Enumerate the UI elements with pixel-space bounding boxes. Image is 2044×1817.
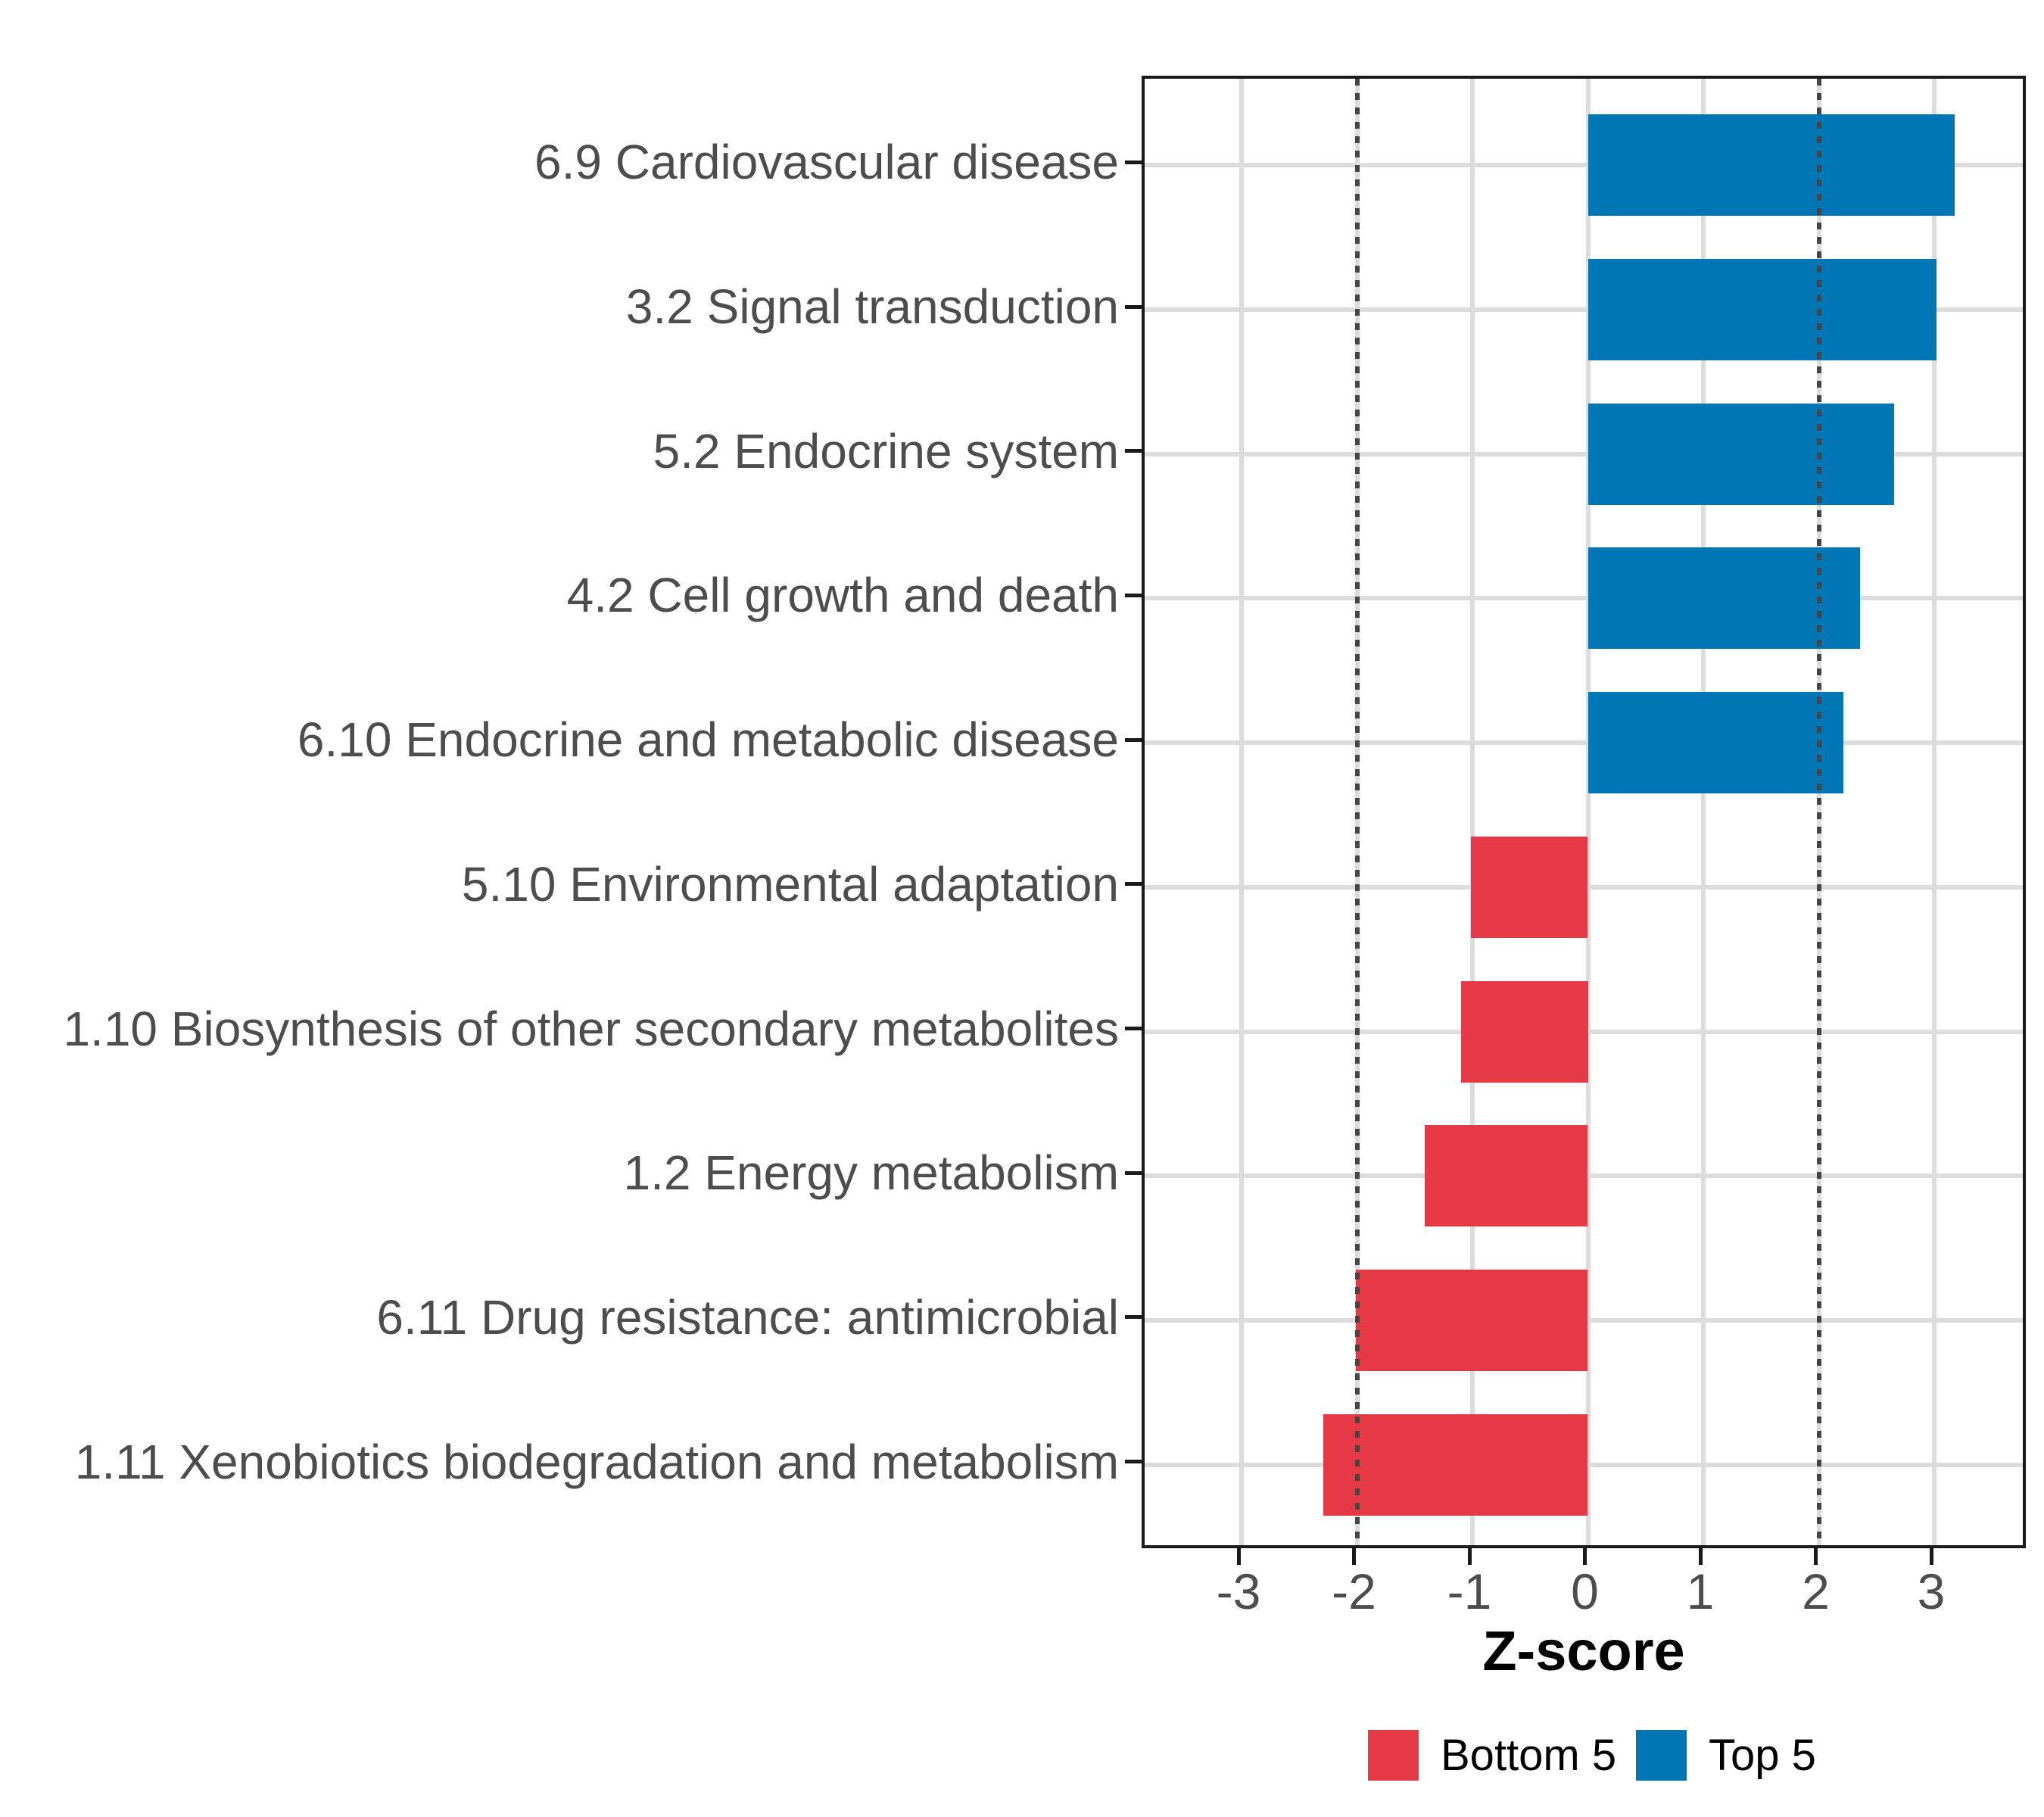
x-tick-label: 2 bbox=[1802, 1563, 1830, 1619]
x-tick-label: 0 bbox=[1571, 1563, 1599, 1619]
bar bbox=[1588, 692, 1843, 794]
y-axis-category-label: 1.2 Energy metabolism bbox=[623, 1145, 1119, 1201]
y-axis-category-label: 4.2 Cell growth and death bbox=[566, 568, 1119, 623]
legend-swatch-bottom5-icon bbox=[1368, 1730, 1419, 1781]
y-axis-category-label: 6.9 Cardiovascular disease bbox=[534, 135, 1119, 190]
y-axis-category-label: 1.10 Biosynthesis of other secondary met… bbox=[63, 1001, 1119, 1056]
y-axis-category-label: 3.2 Signal transduction bbox=[625, 279, 1119, 335]
y-tick-mark bbox=[1125, 449, 1142, 453]
x-axis-title: Z-score bbox=[1482, 1619, 1685, 1682]
y-axis-category-label: 1.11 Xenobiotics biodegradation and meta… bbox=[74, 1434, 1119, 1489]
reference-line bbox=[1354, 79, 1360, 1545]
y-gridline bbox=[1145, 596, 2023, 601]
x-tick-mark bbox=[1583, 1548, 1587, 1565]
y-gridline bbox=[1145, 307, 2023, 313]
x-gridline bbox=[1239, 79, 1244, 1545]
x-tick-mark bbox=[1236, 1548, 1241, 1565]
y-gridline bbox=[1145, 451, 2023, 457]
y-gridline bbox=[1145, 740, 2023, 746]
bar bbox=[1471, 836, 1588, 938]
legend-label-bottom5: Bottom 5 bbox=[1441, 1731, 1617, 1780]
x-tick-label: -1 bbox=[1447, 1563, 1492, 1619]
x-tick-label: -3 bbox=[1216, 1563, 1261, 1619]
x-gridline bbox=[1585, 79, 1591, 1545]
x-tick-label: -2 bbox=[1332, 1563, 1376, 1619]
y-tick-mark bbox=[1125, 1315, 1142, 1320]
y-tick-mark bbox=[1125, 882, 1142, 887]
legend-item-top5: Top 5 bbox=[1636, 1730, 1816, 1781]
x-gridline bbox=[1932, 79, 1937, 1545]
y-tick-mark bbox=[1125, 1170, 1142, 1175]
y-axis-category-label: 5.10 Environmental adaptation bbox=[461, 856, 1119, 912]
bar bbox=[1588, 403, 1894, 505]
x-tick-mark bbox=[1352, 1548, 1356, 1565]
y-tick-mark bbox=[1125, 737, 1142, 742]
x-tick-mark bbox=[1698, 1548, 1703, 1565]
x-tick-mark bbox=[1929, 1548, 1933, 1565]
x-tick-mark bbox=[1814, 1548, 1818, 1565]
bar bbox=[1355, 1269, 1588, 1371]
reference-line bbox=[1816, 79, 1821, 1545]
x-gridline bbox=[1470, 79, 1475, 1545]
bar bbox=[1460, 980, 1588, 1083]
y-axis-category-label: 6.10 Endocrine and metabolic disease bbox=[297, 712, 1119, 768]
legend: Bottom 5 Top 5 bbox=[0, 1730, 2044, 1781]
y-gridline bbox=[1145, 163, 2023, 168]
x-tick-label: 1 bbox=[1686, 1563, 1715, 1619]
y-tick-mark bbox=[1125, 1460, 1142, 1464]
x-gridline bbox=[1701, 79, 1706, 1545]
bar bbox=[1588, 114, 1955, 217]
bar bbox=[1323, 1413, 1588, 1516]
y-axis-category-label: 6.11 Drug resistance: antimicrobial bbox=[376, 1289, 1119, 1345]
plot-panel bbox=[1142, 76, 2026, 1548]
y-tick-mark bbox=[1125, 593, 1142, 597]
x-tick-label: 3 bbox=[1917, 1563, 1946, 1619]
y-tick-mark bbox=[1125, 160, 1142, 164]
bar bbox=[1588, 259, 1937, 361]
x-tick-mark bbox=[1467, 1548, 1472, 1565]
legend-item-bottom5: Bottom 5 bbox=[1368, 1730, 1616, 1781]
bar bbox=[1588, 547, 1861, 650]
y-tick-mark bbox=[1125, 304, 1142, 309]
y-axis-category-label: 5.2 Endocrine system bbox=[653, 423, 1119, 478]
bar bbox=[1425, 1125, 1588, 1227]
y-tick-mark bbox=[1125, 1027, 1142, 1031]
legend-label-top5: Top 5 bbox=[1709, 1731, 1816, 1780]
legend-swatch-top5-icon bbox=[1636, 1730, 1687, 1781]
